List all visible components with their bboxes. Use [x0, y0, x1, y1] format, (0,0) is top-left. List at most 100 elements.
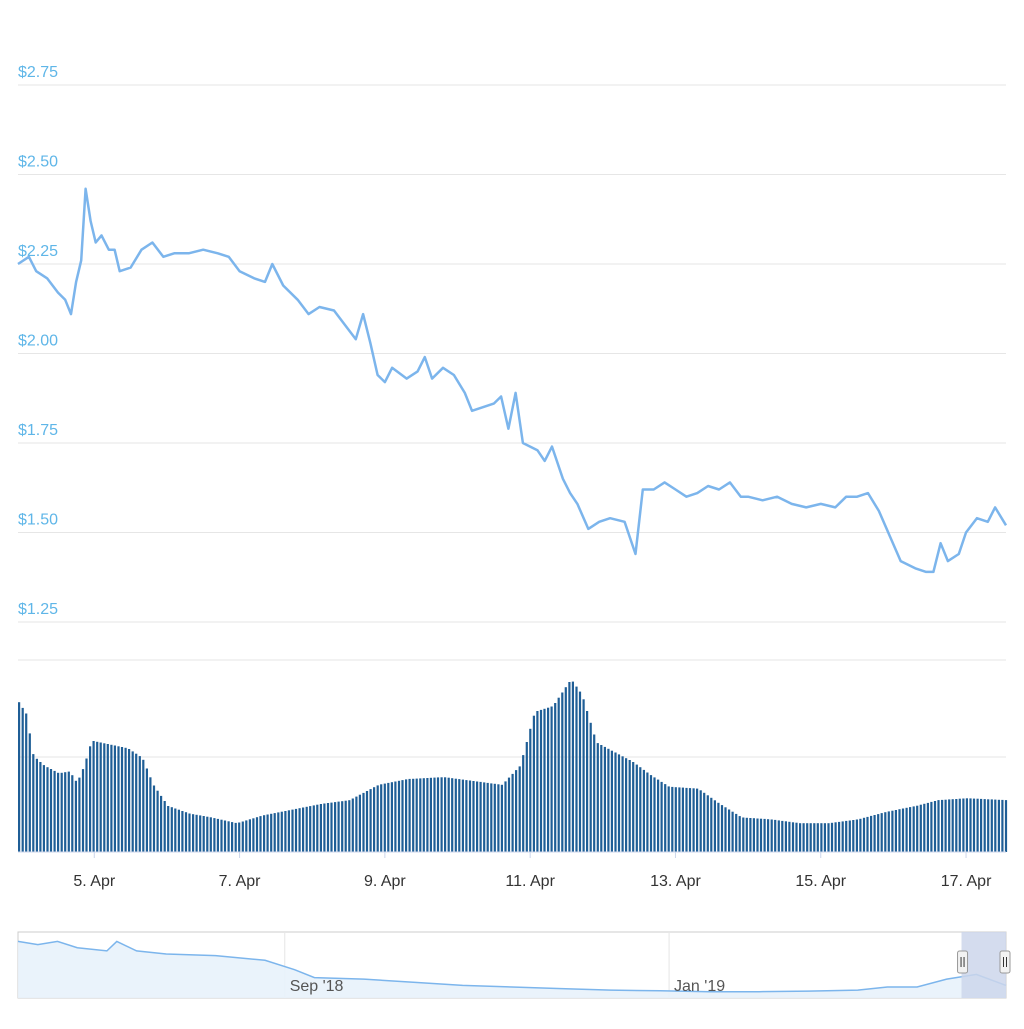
volume-bar	[894, 810, 897, 852]
volume-bar	[312, 805, 315, 852]
volume-bar	[373, 787, 376, 852]
volume-bar	[486, 782, 489, 852]
volume-bar	[500, 784, 503, 852]
volume-bar	[128, 749, 131, 852]
navigator-line	[17, 940, 1007, 993]
volume-bar	[358, 794, 361, 852]
volume-bar	[802, 823, 805, 852]
volume-bar	[855, 819, 858, 852]
volume-bar	[596, 743, 599, 852]
price-gridlines	[18, 84, 1006, 623]
volume-bar	[827, 823, 830, 852]
volume-bar	[53, 770, 56, 852]
volume-bar	[408, 778, 411, 852]
volume-bar	[547, 707, 550, 852]
volume-bar	[781, 820, 784, 852]
volume-bar	[941, 799, 944, 852]
volume-bar	[543, 708, 546, 852]
volume-bar	[461, 779, 464, 852]
volume-bar	[525, 742, 528, 852]
volume-bar	[905, 807, 908, 852]
volume-bar	[852, 820, 855, 852]
volume-bar	[181, 811, 184, 852]
volume-bar	[923, 803, 926, 852]
volume-bar	[199, 815, 202, 852]
volume-bar	[149, 777, 152, 852]
price-y-tick-label: $1.50	[18, 512, 58, 529]
volume-bar	[227, 821, 230, 852]
volume-bar	[944, 799, 947, 852]
volume-bar	[642, 769, 645, 852]
volume-bar	[571, 681, 574, 852]
volume-bar	[830, 822, 834, 852]
volume-bar	[387, 782, 390, 852]
volume-bar	[454, 778, 457, 852]
volume-bar	[770, 819, 773, 852]
volume-bar	[365, 791, 369, 852]
navigator-selected-range[interactable]	[961, 932, 1007, 998]
navigator-handle-grip[interactable]	[999, 950, 1011, 974]
volume-bar	[564, 687, 567, 852]
volume-bar	[451, 778, 454, 852]
volume-bar	[213, 818, 216, 852]
volume-bar	[348, 800, 351, 852]
volume-bar	[263, 815, 266, 852]
volume-bar	[752, 818, 755, 852]
x-axis-tick-label: 11. Apr	[505, 873, 555, 890]
volume-bar	[784, 821, 787, 852]
volume-bar	[809, 823, 812, 852]
volume-bar	[791, 822, 795, 852]
volume-bar	[873, 815, 876, 852]
volume-bar	[657, 779, 660, 852]
navigator-handle-grip[interactable]	[957, 950, 969, 974]
volume-bar	[820, 823, 823, 852]
volume-bar	[962, 798, 965, 852]
volume-bar	[273, 813, 276, 852]
volume-bar	[330, 802, 333, 852]
volume-bar	[532, 715, 535, 852]
volume-bar	[468, 780, 472, 852]
price-y-tick-label: $2.00	[18, 333, 58, 350]
volume-bar	[720, 805, 724, 852]
volume-bar	[586, 711, 589, 852]
volume-bar	[433, 777, 436, 852]
volume-bar	[965, 798, 968, 852]
navigator-right-handle[interactable]	[999, 950, 1011, 974]
volume-bar	[738, 816, 741, 852]
volume-bar	[334, 802, 337, 852]
volume-bar	[617, 754, 621, 852]
volume-bar	[78, 777, 81, 852]
volume-bar	[483, 782, 486, 852]
volume-bar	[561, 692, 564, 852]
volume-bar	[997, 799, 1000, 852]
volume-bar	[987, 799, 990, 852]
volume-bar	[369, 789, 372, 852]
volume-bar	[493, 783, 496, 852]
navigator[interactable]: Sep '18 Jan '19	[17, 931, 1011, 999]
volume-bar	[177, 809, 180, 852]
volume-bar	[202, 816, 205, 852]
volume-bar	[713, 800, 716, 852]
volume-bar	[632, 762, 635, 852]
volume-bar	[717, 802, 720, 852]
volume-bar	[188, 813, 191, 852]
volume-bar	[891, 810, 894, 852]
navigator-left-handle[interactable]	[957, 950, 969, 974]
volume-bar	[316, 804, 319, 852]
volume-bar	[933, 801, 937, 852]
volume-bar	[152, 785, 156, 852]
volume-bar	[71, 775, 74, 852]
volume-bar	[958, 798, 961, 852]
volume-bar	[81, 769, 85, 852]
volume-gridlines	[18, 659, 1006, 758]
volume-bar	[515, 770, 518, 852]
volume-bar	[209, 817, 212, 852]
volume-bar	[248, 819, 251, 852]
volume-bar	[646, 772, 649, 852]
volume-bar	[742, 817, 745, 852]
volume-bar	[192, 814, 195, 852]
volume-bar	[880, 813, 883, 852]
volume-series-bars	[18, 681, 1008, 852]
